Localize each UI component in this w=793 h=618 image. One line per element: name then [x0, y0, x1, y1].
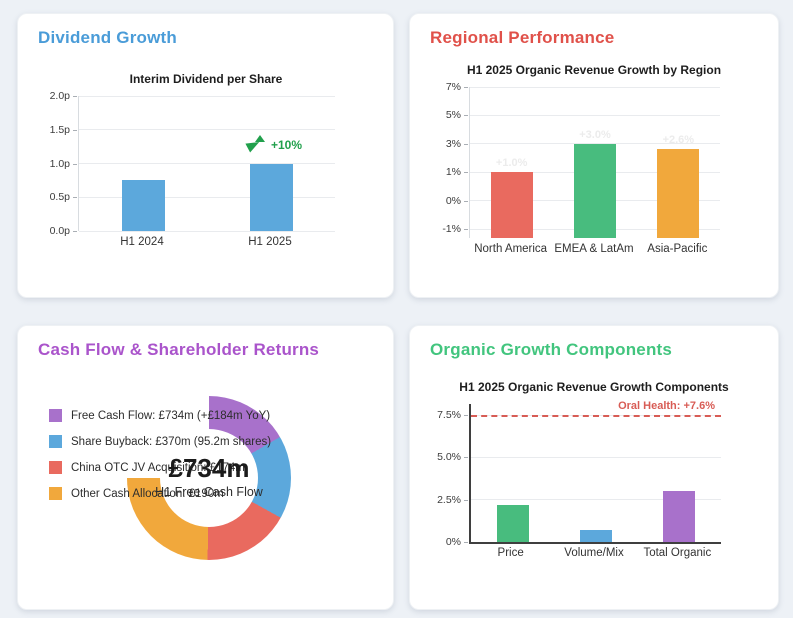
bar-value-label: +3.0% [579, 128, 611, 141]
dividend-bar-chart: Interim Dividend per Share +10% 0.0p 0.5p 1.… [18, 14, 393, 297]
panel-title-dividend-growth: Dividend Growth [38, 28, 177, 47]
x-tick-label: H1 2025 [248, 236, 292, 248]
legend-item: Free Cash Flow: £734m (+£184m YoY) [49, 409, 270, 422]
y-tick-label: 0% [445, 194, 461, 207]
x-tick-label: North America [474, 243, 548, 255]
bar-value-label: +1.0% [495, 157, 528, 170]
legend-label: China OTC JV Acquisition: £174m [71, 461, 245, 474]
panel-dividend-growth: Dividend Growth Interim Dividend per Sha… [17, 13, 394, 298]
y-tick-mark [464, 415, 468, 416]
y-tick-mark [464, 172, 468, 174]
y-tick-label: 1% [445, 166, 461, 179]
legend-label: Share Buyback: £370m (95.2m shares) [71, 435, 272, 448]
legend-item: China OTC JV Acquisition: £174m [49, 461, 245, 474]
y-tick-mark [464, 143, 468, 145]
gridline [470, 86, 720, 88]
gridline [79, 230, 335, 232]
panel-title-organic-growth: Organic Growth Components [430, 340, 673, 359]
y-tick-label: 7.5% [437, 409, 461, 421]
plot-area: +10% [78, 95, 335, 232]
legend-item: Other Cash Allocation: £190m [49, 487, 224, 500]
legend-label: Other Cash Allocation: £190m [71, 487, 224, 500]
annotation-text: +10% [271, 137, 303, 152]
panel-cash-flow-shareholder-returns: Cash Flow & Shareholder Returns Free Cas… [17, 325, 394, 610]
up-arrow-small-icon [255, 135, 265, 142]
y-tick-label: 7% [445, 81, 461, 93]
donut-center-label: H1 Free Cash Flow [155, 485, 263, 499]
y-tick-label: 5% [445, 109, 461, 122]
legend-label: Free Cash Flow: £734m (+£184m YoY) [71, 409, 271, 422]
y-tick-label: 2.0p [49, 90, 70, 102]
growth-annotation: +10% [245, 135, 303, 152]
gridline [79, 163, 335, 164]
bar-h1-2024 [121, 180, 165, 231]
y-tick-label: 5.0% [437, 451, 461, 464]
gridline [79, 129, 335, 131]
y-tick-mark [464, 200, 468, 202]
legend-swatch [49, 435, 62, 448]
bar-total-organic [663, 491, 696, 542]
bar-volume-mix [580, 530, 612, 542]
bar-price [496, 504, 529, 542]
x-tick-label: EMEA & LatAm [554, 243, 634, 255]
reference-line-label: Oral Health: +7.6% [618, 399, 715, 412]
panel-title-cash-flow: Cash Flow & Shareholder Returns [38, 340, 320, 359]
y-tick-label: 0.0p [49, 225, 70, 237]
y-tick-mark [73, 231, 77, 232]
legend-swatch [49, 487, 62, 500]
gridline [79, 95, 335, 97]
bar-emea-latam [574, 143, 616, 238]
y-tick-mark [73, 197, 77, 199]
chart-title: H1 2025 Organic Revenue Growth Component… [459, 380, 729, 394]
donut-hole [160, 429, 258, 527]
y-tick-label: 3% [445, 137, 461, 150]
x-tick-label: Price [497, 547, 524, 559]
bar-asia-pacific [657, 149, 700, 238]
regional-bar-chart: H1 2025 Organic Revenue Growth by Region… [410, 14, 778, 297]
y-tick-mark [73, 96, 77, 97]
bar-value-label: +2.6% [662, 134, 695, 147]
chart-title: H1 2025 Organic Revenue Growth by Region [466, 63, 722, 77]
plot-area: Oral Health: +7.6% [469, 400, 721, 544]
panel-organic-growth-components: Organic Growth Components H1 2025 Organi… [409, 325, 779, 610]
y-tick-mark [464, 87, 468, 88]
y-tick-label: 1.5p [49, 123, 70, 136]
y-tick-mark [464, 499, 468, 501]
y-tick-label: 2.5% [437, 493, 461, 506]
y-tick-mark [73, 163, 77, 165]
panel-regional-performance: Regional Performance H1 2025 Organic Rev… [409, 13, 779, 298]
y-tick-mark [464, 115, 468, 117]
x-tick-label: Total Organic [643, 547, 712, 559]
y-tick-mark [464, 542, 468, 543]
cash-flow-donut-chart: Free Cash Flow: £734m (+£184m YoY) Share … [18, 326, 393, 609]
chart-title: Interim Dividend per Share [129, 72, 283, 86]
bar-north-america [490, 172, 533, 238]
y-tick-mark [464, 229, 468, 230]
legend-swatch [49, 461, 62, 474]
x-tick-label: Volume/Mix [564, 547, 624, 559]
gridline [471, 456, 721, 458]
donut-center-value: £734m [168, 453, 250, 483]
y-tick-mark [73, 129, 77, 131]
bar-h1-2025 [249, 163, 293, 231]
gridline [470, 114, 720, 116]
legend-item: Share Buyback: £370m (95.2m shares) [49, 435, 271, 448]
y-tick-label: 1.0p [49, 157, 70, 170]
y-tick-label: 0% [445, 536, 461, 548]
gridline [471, 499, 721, 501]
y-tick-mark [464, 457, 468, 459]
x-tick-label: Asia-Pacific [647, 243, 708, 255]
panel-title-regional-performance: Regional Performance [430, 28, 615, 47]
organic-bar-chart: H1 2025 Organic Revenue Growth Component… [410, 326, 778, 609]
plot-area: +1.0% +3.0% +2.6% [469, 86, 720, 238]
legend-swatch [49, 409, 62, 422]
y-tick-label: 0.5p [49, 191, 70, 204]
x-tick-label: H1 2024 [120, 236, 164, 248]
gridline [79, 196, 335, 198]
y-tick-label: -1% [442, 223, 461, 235]
reference-line [471, 414, 721, 417]
